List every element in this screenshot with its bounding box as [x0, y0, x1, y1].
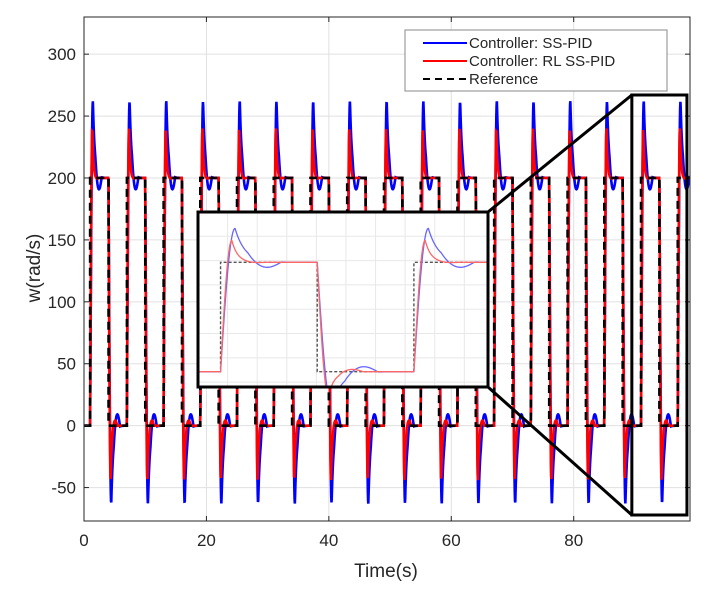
zoom-connector-line: [487, 93, 633, 214]
zoom-source-box: [630, 93, 689, 517]
zoom-connector-line: [487, 385, 633, 517]
y-tick-label: 0: [67, 417, 76, 436]
x-tick-label: 60: [442, 531, 461, 550]
x-axis-label: Time(s): [354, 561, 418, 582]
y-tick-label: 50: [57, 355, 76, 374]
zoom-inset-background: [198, 212, 488, 387]
x-tick-label: 80: [564, 531, 583, 550]
y-tick-label: 300: [48, 45, 76, 64]
y-tick-label: -50: [51, 479, 76, 498]
y-tick-label: 200: [48, 169, 76, 188]
x-tick-label: 0: [79, 531, 88, 550]
y-axis-label: w(rad/s): [24, 234, 45, 304]
zoom-inset-frame: [196, 210, 490, 389]
zoom-inset: [196, 93, 689, 517]
y-tick-label: 250: [48, 107, 76, 126]
series-rl-ss-pid-line: [84, 127, 690, 481]
legend-entry-label: Controller: RL SS-PID: [469, 53, 615, 70]
axes: [83, 16, 691, 522]
ticks: 0 20 40 60 80 -50 0 50 100 150 200 250 300: [48, 17, 690, 550]
y-tick-label: 150: [48, 231, 76, 250]
legend-entry-label: Controller: SS-PID: [469, 35, 593, 52]
inset-rl-ss-pid-line: [198, 239, 488, 387]
inset-reference-line: [198, 261, 488, 373]
x-tick-label: 40: [319, 531, 338, 550]
legend-entry-label: Reference: [469, 71, 538, 88]
series-ss-pid-line: [84, 101, 690, 504]
y-tick-label: 100: [48, 293, 76, 312]
inset-ss-pid-line: [198, 227, 488, 387]
axes-box: [83, 16, 691, 522]
x-tick-label: 20: [197, 531, 216, 550]
